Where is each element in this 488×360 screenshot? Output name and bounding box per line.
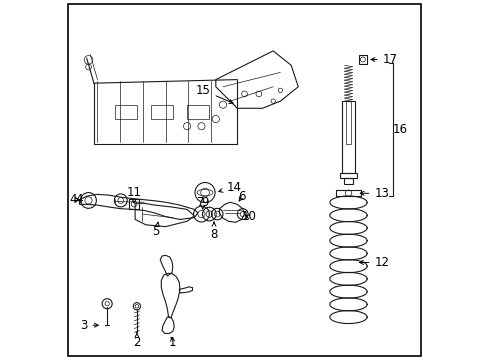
Text: 11: 11 (126, 186, 141, 203)
Bar (151, 105, 172, 119)
Text: 1: 1 (169, 336, 176, 348)
Text: 16: 16 (391, 123, 407, 136)
Text: 4: 4 (75, 193, 82, 206)
Bar (115, 105, 137, 119)
Bar (129, 199, 139, 209)
Text: 3: 3 (80, 319, 98, 332)
Text: 12: 12 (359, 256, 388, 269)
Text: 17: 17 (370, 53, 397, 66)
Bar (358, 55, 366, 64)
Text: 6: 6 (238, 190, 245, 203)
Bar (345, 101, 351, 144)
Text: 13: 13 (360, 187, 388, 200)
Bar (187, 105, 208, 119)
Bar (340, 173, 356, 178)
Text: 8: 8 (210, 222, 217, 241)
Bar (335, 190, 360, 196)
Text: 9: 9 (201, 196, 208, 209)
Text: 4: 4 (69, 193, 80, 206)
Text: 2: 2 (133, 333, 141, 348)
Text: 14: 14 (218, 181, 241, 194)
Text: 7: 7 (197, 196, 204, 209)
Bar (344, 178, 352, 184)
Bar (342, 101, 354, 173)
Text: 10: 10 (241, 210, 256, 223)
Text: 5: 5 (152, 222, 159, 238)
Text: 15: 15 (195, 84, 233, 103)
